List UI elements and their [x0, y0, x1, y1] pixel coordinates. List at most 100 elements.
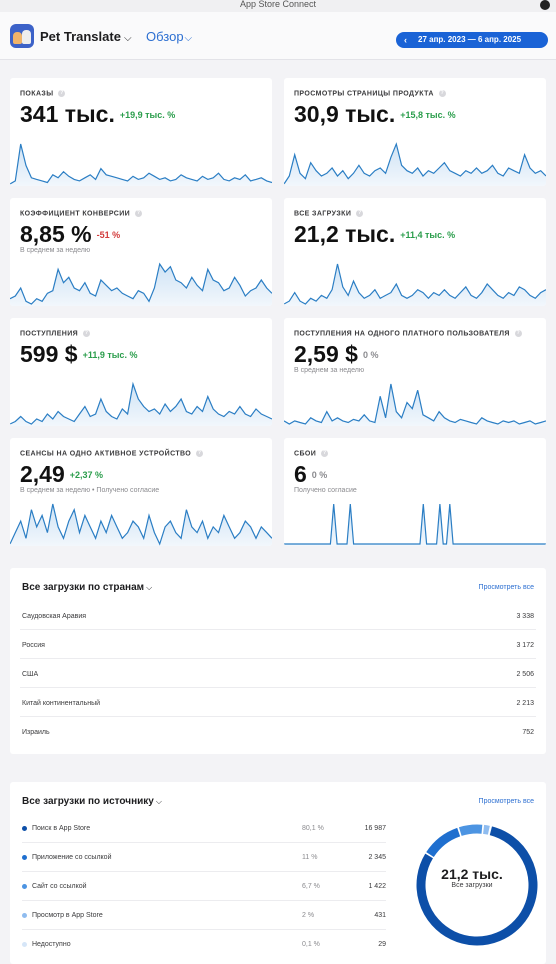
metric-card-proceeds-per-paying-user[interactable]: ПОСТУПЛЕНИЯ НА ОДНОГО ПЛАТНОГО ПОЛЬЗОВАТ…	[284, 318, 546, 426]
metric-change: +19,9 тыс. %	[119, 110, 176, 120]
app-name: Pet Translate	[40, 29, 121, 44]
help-icon[interactable]: ?	[514, 330, 522, 337]
legend-dot-icon	[22, 942, 27, 947]
sparkline-area	[10, 264, 272, 306]
app-switcher[interactable]: Pet Translate ⌵	[40, 29, 132, 44]
metric-note: В среднем за неделю • Получено согласие	[20, 487, 160, 494]
metric-label: ВСЕ ЗАГРУЗКИ?	[294, 210, 364, 218]
metric-change: +2,37 %	[69, 470, 104, 480]
date-range-picker[interactable]: ‹ 27 апр. 2023 — 6 апр. 2025	[396, 32, 548, 48]
date-range-label: 27 апр. 2023 — 6 апр. 2025	[418, 35, 522, 44]
downloads-by-country-card: Все загрузки по странам ⌵ Просмотреть все…	[10, 568, 546, 754]
help-icon[interactable]: ?	[356, 210, 364, 217]
legend-dot-icon	[22, 826, 27, 831]
metric-card-sessions-per-device[interactable]: СЕАНСЫ НА ОДНО АКТИВНОЕ УСТРОЙСТВО? 2,49…	[10, 438, 272, 546]
metric-card-total-downloads[interactable]: ВСЕ ЗАГРУЗКИ? 21,2 тыс. +11,4 тыс. %	[284, 198, 546, 306]
list-item[interactable]: Недоступно 0,1 % 29	[22, 931, 386, 959]
section-title-dropdown[interactable]: Все загрузки по странам ⌵	[22, 582, 153, 593]
table-row[interactable]: США 2 506	[20, 660, 536, 688]
overview-dropdown[interactable]: Обзор⌵	[146, 29, 192, 44]
see-all-link[interactable]: Просмотреть все	[478, 798, 534, 805]
source-donut-chart	[416, 824, 538, 946]
help-icon[interactable]: ?	[321, 450, 329, 457]
chevron-down-icon: ⌵	[184, 33, 193, 44]
metric-card-impressions[interactable]: ПОКАЗЫ? 341 тыс. +19,9 тыс. %	[10, 78, 272, 186]
legend-dot-icon	[22, 884, 27, 889]
sparkline-area	[284, 504, 546, 546]
metric-label: СЕАНСЫ НА ОДНО АКТИВНОЕ УСТРОЙСТВО?	[20, 450, 204, 458]
sparkline-line	[284, 142, 546, 185]
metric-note: В среднем за неделю	[20, 247, 91, 254]
chevron-down-icon: ⌵	[123, 33, 132, 44]
top-bar: App Store Connect Pet Translate ⌵ Обзор⌵ …	[0, 0, 556, 60]
metric-card-proceeds[interactable]: ПОСТУПЛЕНИЯ? 599 $ +11,9 тыс. %	[10, 318, 272, 426]
section-title-dropdown[interactable]: Все загрузки по источнику ⌵	[22, 796, 162, 807]
downloads-by-source-card: Все загрузки по источнику ⌵ Просмотреть в…	[10, 782, 546, 964]
sparkline	[10, 262, 272, 306]
sparkline-area	[284, 144, 546, 186]
sparkline-area	[10, 384, 272, 426]
sparkline-line	[10, 262, 272, 305]
table-row[interactable]: Китай континентальный 2 213	[20, 689, 536, 717]
overview-label: Обзор	[146, 29, 184, 44]
legend-dot-icon	[22, 913, 27, 918]
help-icon[interactable]: ?	[196, 450, 204, 457]
chevron-left-icon[interactable]: ‹	[404, 35, 407, 45]
metric-value: 30,9 тыс. +15,8 тыс. %	[294, 101, 456, 127]
donut-slice	[483, 824, 490, 835]
sparkline	[284, 142, 546, 186]
metric-label: ПОСТУПЛЕНИЯ НА ОДНОГО ПЛАТНОГО ПОЛЬЗОВАТ…	[294, 330, 522, 338]
sparkline	[10, 381, 272, 426]
chevron-down-icon: ⌵	[155, 797, 162, 806]
sparkline	[284, 503, 546, 546]
metric-change: -51 %	[96, 230, 121, 240]
see-all-link[interactable]: Просмотреть все	[478, 584, 534, 591]
metric-label: ПРОСМОТРЫ СТРАНИЦЫ ПРОДУКТА?	[294, 90, 446, 98]
metric-change: +11,4 тыс. %	[400, 230, 456, 240]
table-row[interactable]: Саудовская Аравия 3 338	[20, 602, 536, 630]
sparkline	[10, 143, 272, 186]
metric-label: КОЭФФИЦИЕНТ КОНВЕРСИИ?	[20, 210, 143, 218]
metric-value: 341 тыс. +19,9 тыс. %	[20, 101, 176, 127]
sparkline-line	[10, 381, 272, 425]
list-item[interactable]: Сайт со ссылкой 6,7 % 1 422	[22, 873, 386, 901]
donut-slice	[416, 826, 538, 946]
metric-label: ПОКАЗЫ?	[20, 90, 66, 98]
status-strip: App Store Connect	[0, 0, 556, 12]
legend-dot-icon	[22, 855, 27, 860]
list-item[interactable]: Приложение со ссылкой 11 % 2 345	[22, 844, 386, 872]
sparkline-area	[284, 264, 546, 306]
metric-card-product-page-views[interactable]: ПРОСМОТРЫ СТРАНИЦЫ ПРОДУКТА? 30,9 тыс. +1…	[284, 78, 546, 186]
help-icon[interactable]: ?	[58, 90, 66, 97]
table-row[interactable]: Россия 3 172	[20, 631, 536, 659]
donut-slice	[458, 824, 483, 836]
app-icon	[10, 24, 34, 48]
sparkline-line	[284, 503, 546, 545]
help-icon[interactable]: ?	[438, 90, 446, 97]
sparkline-line	[10, 503, 272, 546]
list-item[interactable]: Поиск в App Store 80,1 % 16 987	[22, 815, 386, 843]
metric-change: +15,8 тыс. %	[400, 110, 456, 120]
help-icon[interactable]: ?	[135, 210, 143, 217]
metric-note: В среднем за неделю	[294, 367, 365, 374]
metric-card-conversion-rate[interactable]: КОЭФФИЦИЕНТ КОНВЕРСИИ? 8,85 % -51 % В сре…	[10, 198, 272, 306]
sparkline-line	[284, 383, 546, 425]
metric-label: СБОИ?	[294, 450, 329, 458]
donut-total-value: 21,2 тыс.	[441, 866, 503, 882]
help-icon[interactable]: ?	[83, 330, 91, 337]
list-item[interactable]: Просмотр в App Store 2 % 431	[22, 902, 386, 930]
metric-label: ПОСТУПЛЕНИЯ?	[20, 330, 91, 338]
metric-value: 21,2 тыс. +11,4 тыс. %	[294, 221, 456, 247]
table-row[interactable]: Израиль 752	[22, 729, 534, 736]
sparkline-area	[10, 144, 272, 186]
metric-change: 0 %	[362, 350, 379, 360]
status-title: App Store Connect	[239, 0, 317, 9]
status-dot-icon	[540, 0, 550, 10]
sparkline-line	[10, 143, 272, 185]
sparkline-area	[284, 384, 546, 426]
metric-change: 0 %	[311, 470, 328, 480]
metric-value: 2,49 +2,37 %	[20, 461, 104, 487]
metric-value: 8,85 % -51 %	[20, 221, 121, 247]
